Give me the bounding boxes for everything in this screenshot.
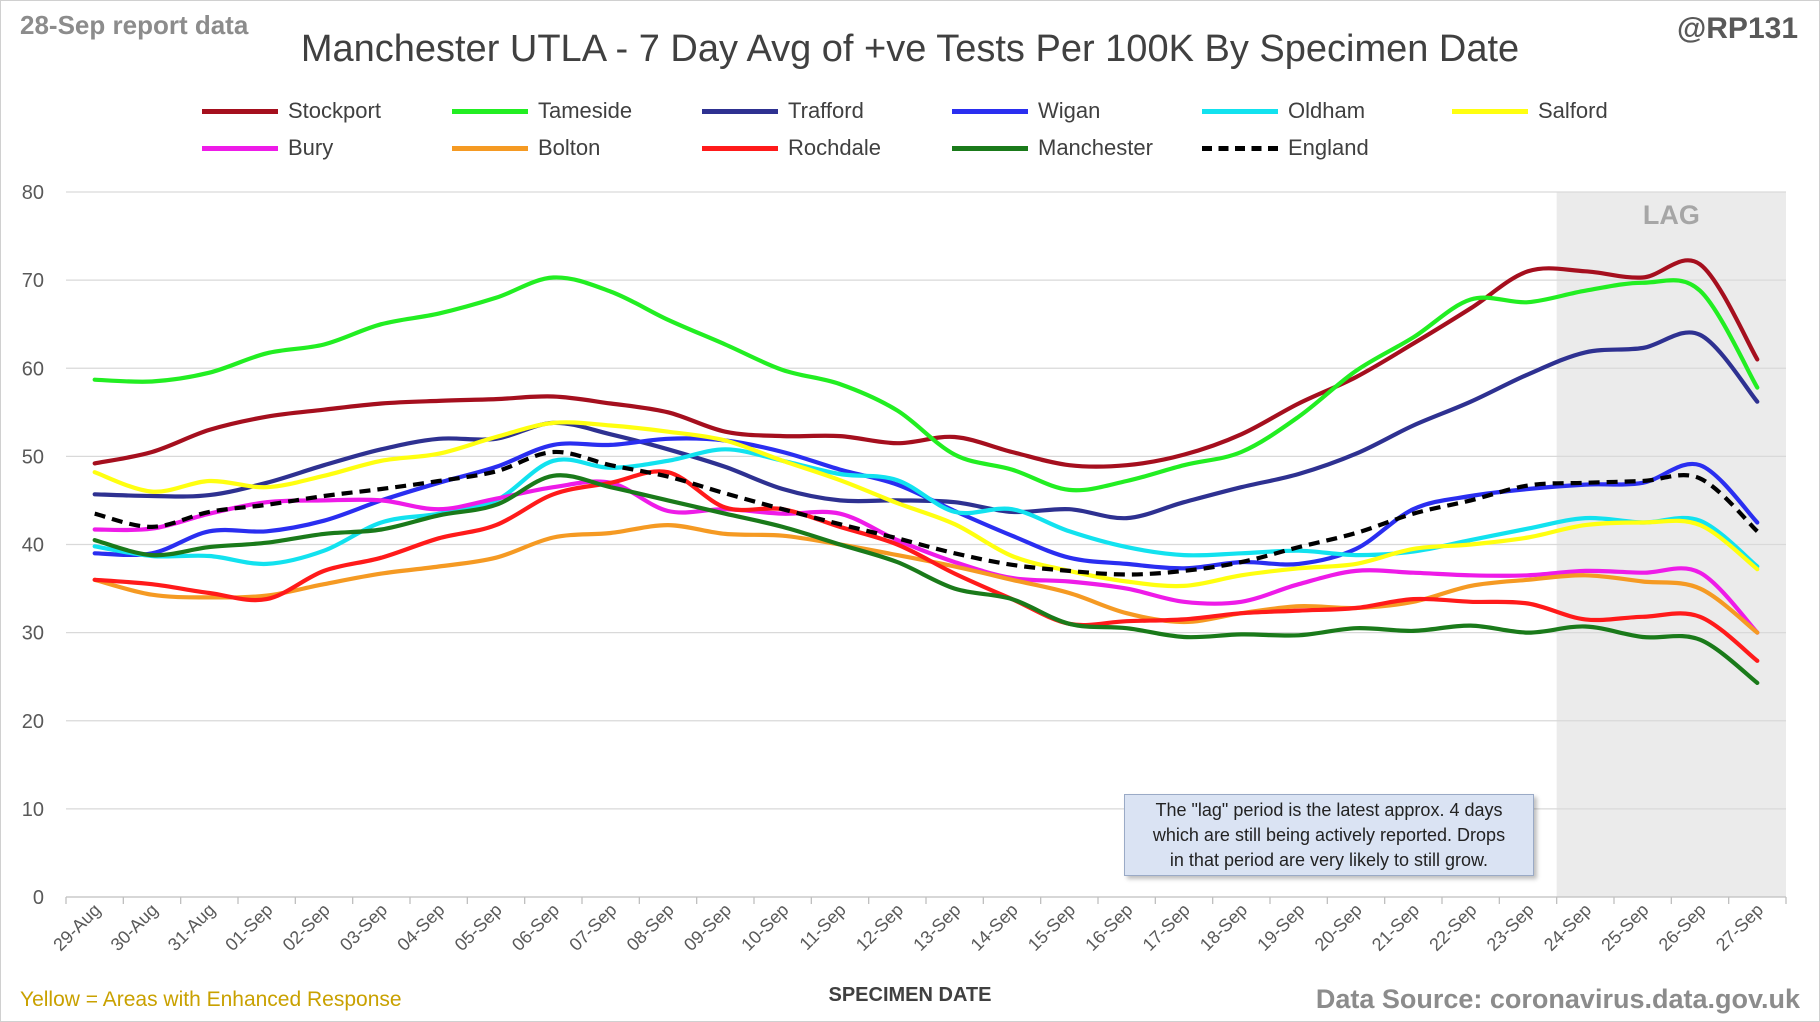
y-axis-ticks: 0 10 20 30 40 50 60 70 80 bbox=[22, 182, 44, 909]
x-tick-label: 03-Sep bbox=[336, 900, 391, 955]
series-lines bbox=[92, 258, 1760, 685]
legend-swatch bbox=[1202, 145, 1278, 151]
legend-swatch bbox=[952, 108, 1028, 114]
y-tick-label: 40 bbox=[22, 535, 44, 557]
x-tick-label: 05-Sep bbox=[451, 900, 506, 955]
lag-note: The "lag" period is the latest approx. 4… bbox=[1124, 794, 1534, 876]
x-tick-label: 06-Sep bbox=[508, 900, 563, 955]
report-date-label: 28-Sep report data bbox=[20, 10, 249, 40]
legend-swatch bbox=[702, 145, 778, 151]
y-tick-label: 60 bbox=[22, 358, 44, 380]
enhanced-response-note: Yellow = Areas with Enhanced Response bbox=[20, 988, 402, 1011]
legend-label: England bbox=[1288, 135, 1369, 160]
legend-item-oldham: Oldham bbox=[1202, 96, 1365, 126]
author-handle: @RP131 bbox=[1677, 12, 1798, 45]
series-line-oldham bbox=[92, 447, 1760, 569]
x-tick-label: 08-Sep bbox=[623, 900, 678, 955]
legend-item-stockport: Stockport bbox=[202, 96, 381, 126]
x-tick-label: 27-Sep bbox=[1712, 900, 1767, 955]
legend-swatch bbox=[202, 145, 278, 151]
y-tick-label: 30 bbox=[22, 623, 44, 645]
lag-note-line: which are still being actively reported.… bbox=[1152, 825, 1506, 845]
legend-swatch bbox=[1452, 108, 1528, 114]
lag-label: LAG bbox=[1643, 200, 1700, 230]
legend-swatch bbox=[452, 145, 528, 151]
legend-label: Oldham bbox=[1288, 98, 1366, 123]
legend-item-rochdale: Rochdale bbox=[702, 133, 881, 163]
legend-label: Rochdale bbox=[788, 135, 881, 160]
legend-swatch bbox=[702, 108, 778, 114]
x-tick-label: 15-Sep bbox=[1024, 900, 1079, 955]
x-tick-label: 14-Sep bbox=[967, 900, 1022, 955]
lag-note-line: in that period are very likely to still … bbox=[1169, 850, 1489, 870]
x-tick-label: 10-Sep bbox=[737, 900, 792, 955]
legend-label: Wigan bbox=[1038, 98, 1101, 123]
legend-item-trafford: Trafford bbox=[702, 96, 864, 126]
x-tick-label: 09-Sep bbox=[680, 900, 735, 955]
y-tick-label: 10 bbox=[22, 799, 44, 821]
legend-swatch bbox=[202, 108, 278, 114]
x-tick-label: 19-Sep bbox=[1253, 900, 1308, 955]
x-tick-label: 21-Sep bbox=[1368, 900, 1423, 955]
series-line-stockport bbox=[92, 258, 1760, 469]
legend-swatch bbox=[452, 108, 528, 114]
legend-item-bolton: Bolton bbox=[452, 133, 600, 163]
x-tick-label: 31-Aug bbox=[164, 900, 219, 955]
series-line-manchester bbox=[92, 473, 1760, 685]
legend-item-bury: Bury bbox=[202, 133, 333, 163]
y-tick-label: 50 bbox=[22, 446, 44, 468]
lag-note-line: The "lag" period is the latest approx. 4… bbox=[1155, 800, 1503, 820]
y-tick-label: 0 bbox=[33, 887, 44, 909]
x-tick-label: 24-Sep bbox=[1540, 900, 1595, 955]
legend-label: Trafford bbox=[788, 98, 864, 123]
legend-label: Stockport bbox=[288, 98, 381, 123]
x-tick-label: 02-Sep bbox=[279, 900, 334, 955]
legend-label: Bury bbox=[288, 135, 334, 160]
x-tick-label: 25-Sep bbox=[1597, 900, 1652, 955]
x-tick-label: 18-Sep bbox=[1196, 900, 1251, 955]
x-tick-label: 13-Sep bbox=[909, 900, 964, 955]
series-line-england bbox=[94, 449, 1759, 577]
series-line-salford bbox=[92, 420, 1760, 589]
x-tick-label: 23-Sep bbox=[1483, 900, 1538, 955]
series-line-bury bbox=[92, 479, 1760, 635]
y-tick-label: 70 bbox=[22, 270, 44, 292]
x-tick-label: 07-Sep bbox=[565, 900, 620, 955]
legend-label: Tameside bbox=[538, 98, 633, 123]
chart-title: Manchester UTLA - 7 Day Avg of +ve Tests… bbox=[300, 28, 1520, 70]
y-tick-label: 80 bbox=[22, 182, 44, 204]
x-axis-title: SPECIMEN DATE bbox=[828, 984, 992, 1006]
x-tick-label: 20-Sep bbox=[1311, 900, 1366, 955]
x-tick-label: 11-Sep bbox=[796, 900, 850, 954]
x-tick-label: 17-Sep bbox=[1139, 900, 1194, 955]
legend-item-england: England bbox=[1202, 133, 1369, 163]
legend-label: Manchester bbox=[1038, 135, 1153, 160]
series-line-rochdale bbox=[92, 469, 1760, 663]
x-tick-label: 22-Sep bbox=[1425, 900, 1480, 955]
legend-item-manchester: Manchester bbox=[952, 133, 1153, 163]
x-tick-label: 01-Sep bbox=[221, 900, 276, 955]
x-tick-label: 16-Sep bbox=[1081, 900, 1136, 955]
data-source: Data Source: coronavirus.data.gov.uk bbox=[1315, 984, 1800, 1014]
x-axis-ticks: 29-Aug 30-Aug 31-Aug 01-Sep 02-Sep 03-Sep 04-S… bbox=[49, 897, 1787, 955]
x-tick-label: 12-Sep bbox=[852, 900, 907, 955]
x-tick-label: 29-Aug bbox=[49, 900, 104, 955]
legend-item-tameside: Tameside bbox=[452, 96, 632, 126]
y-tick-label: 20 bbox=[22, 711, 44, 733]
legend-item-wigan: Wigan bbox=[952, 96, 1100, 126]
legend-label: Salford bbox=[1538, 98, 1608, 123]
series-line-tameside bbox=[92, 275, 1760, 493]
legend-swatch bbox=[952, 145, 1028, 151]
x-tick-label: 30-Aug bbox=[107, 900, 162, 955]
x-tick-label: 26-Sep bbox=[1655, 900, 1710, 955]
x-tick-label: 04-Sep bbox=[393, 900, 448, 955]
legend-item-salford: Salford bbox=[1452, 96, 1608, 126]
legend-label: Bolton bbox=[538, 135, 601, 160]
legend-swatch bbox=[1202, 108, 1278, 114]
